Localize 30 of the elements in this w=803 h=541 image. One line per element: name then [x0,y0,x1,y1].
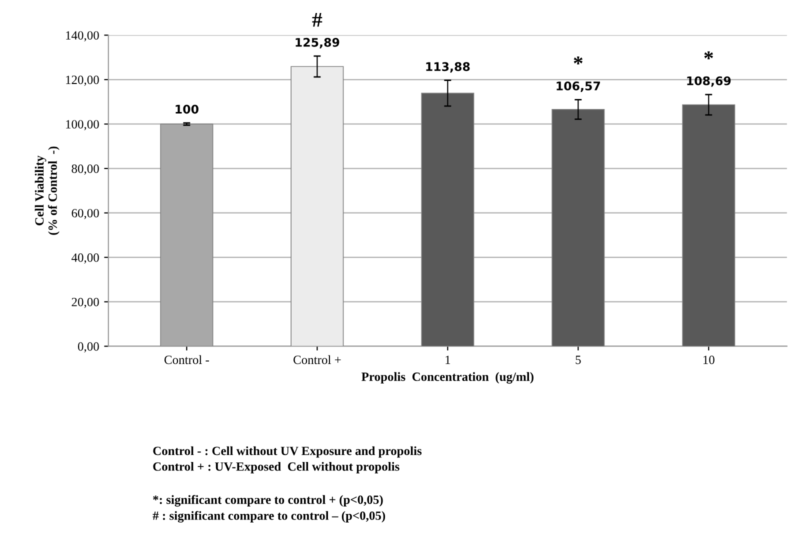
x-axis-title: Propolis Concentration (ug/ml) [362,372,534,384]
y-tick-label: 80,00 [72,164,99,175]
bar [552,109,605,346]
text: *: significant compare to control + (p<0,05) # : significant compare to control – (p<0,05) [152,495,386,523]
y-tick-label: 120,00 [66,76,99,86]
annotation: # [312,12,322,27]
x-tick-label: 10 [703,356,714,364]
data-label: 113,88 [426,62,470,73]
y-tick-label: 60,00 [72,208,99,220]
data-label: 106,57 [556,82,600,92]
y-axis-title: Cell Viability (% of Control -) [34,146,60,235]
bar [421,92,474,346]
x-tick-label: 5 [576,356,581,364]
data-label: 100 [176,104,198,114]
bar [682,104,736,346]
x-tick-label: 1 [446,356,450,364]
text: Control - : Cell without UV Exposure and propolis Control + : UV-Exposed Cell without propolis [153,446,422,474]
x-tick-label: Control - [164,355,209,364]
y-tick-label: 100,00 [66,120,99,130]
annotation: * [704,51,713,60]
y-tick-label: 140,00 [66,31,99,42]
data-label: 125,89 [296,38,340,48]
bar [290,66,344,346]
y-tick-label: 40,00 [71,253,99,264]
bar [160,124,214,346]
annotation: * [574,56,583,64]
y-tick-label: 20,00 [72,298,99,308]
data-label: 108,69 [687,76,731,87]
x-tick-label: Control + [294,355,341,364]
y-tick-label: 0,00 [78,342,99,352]
